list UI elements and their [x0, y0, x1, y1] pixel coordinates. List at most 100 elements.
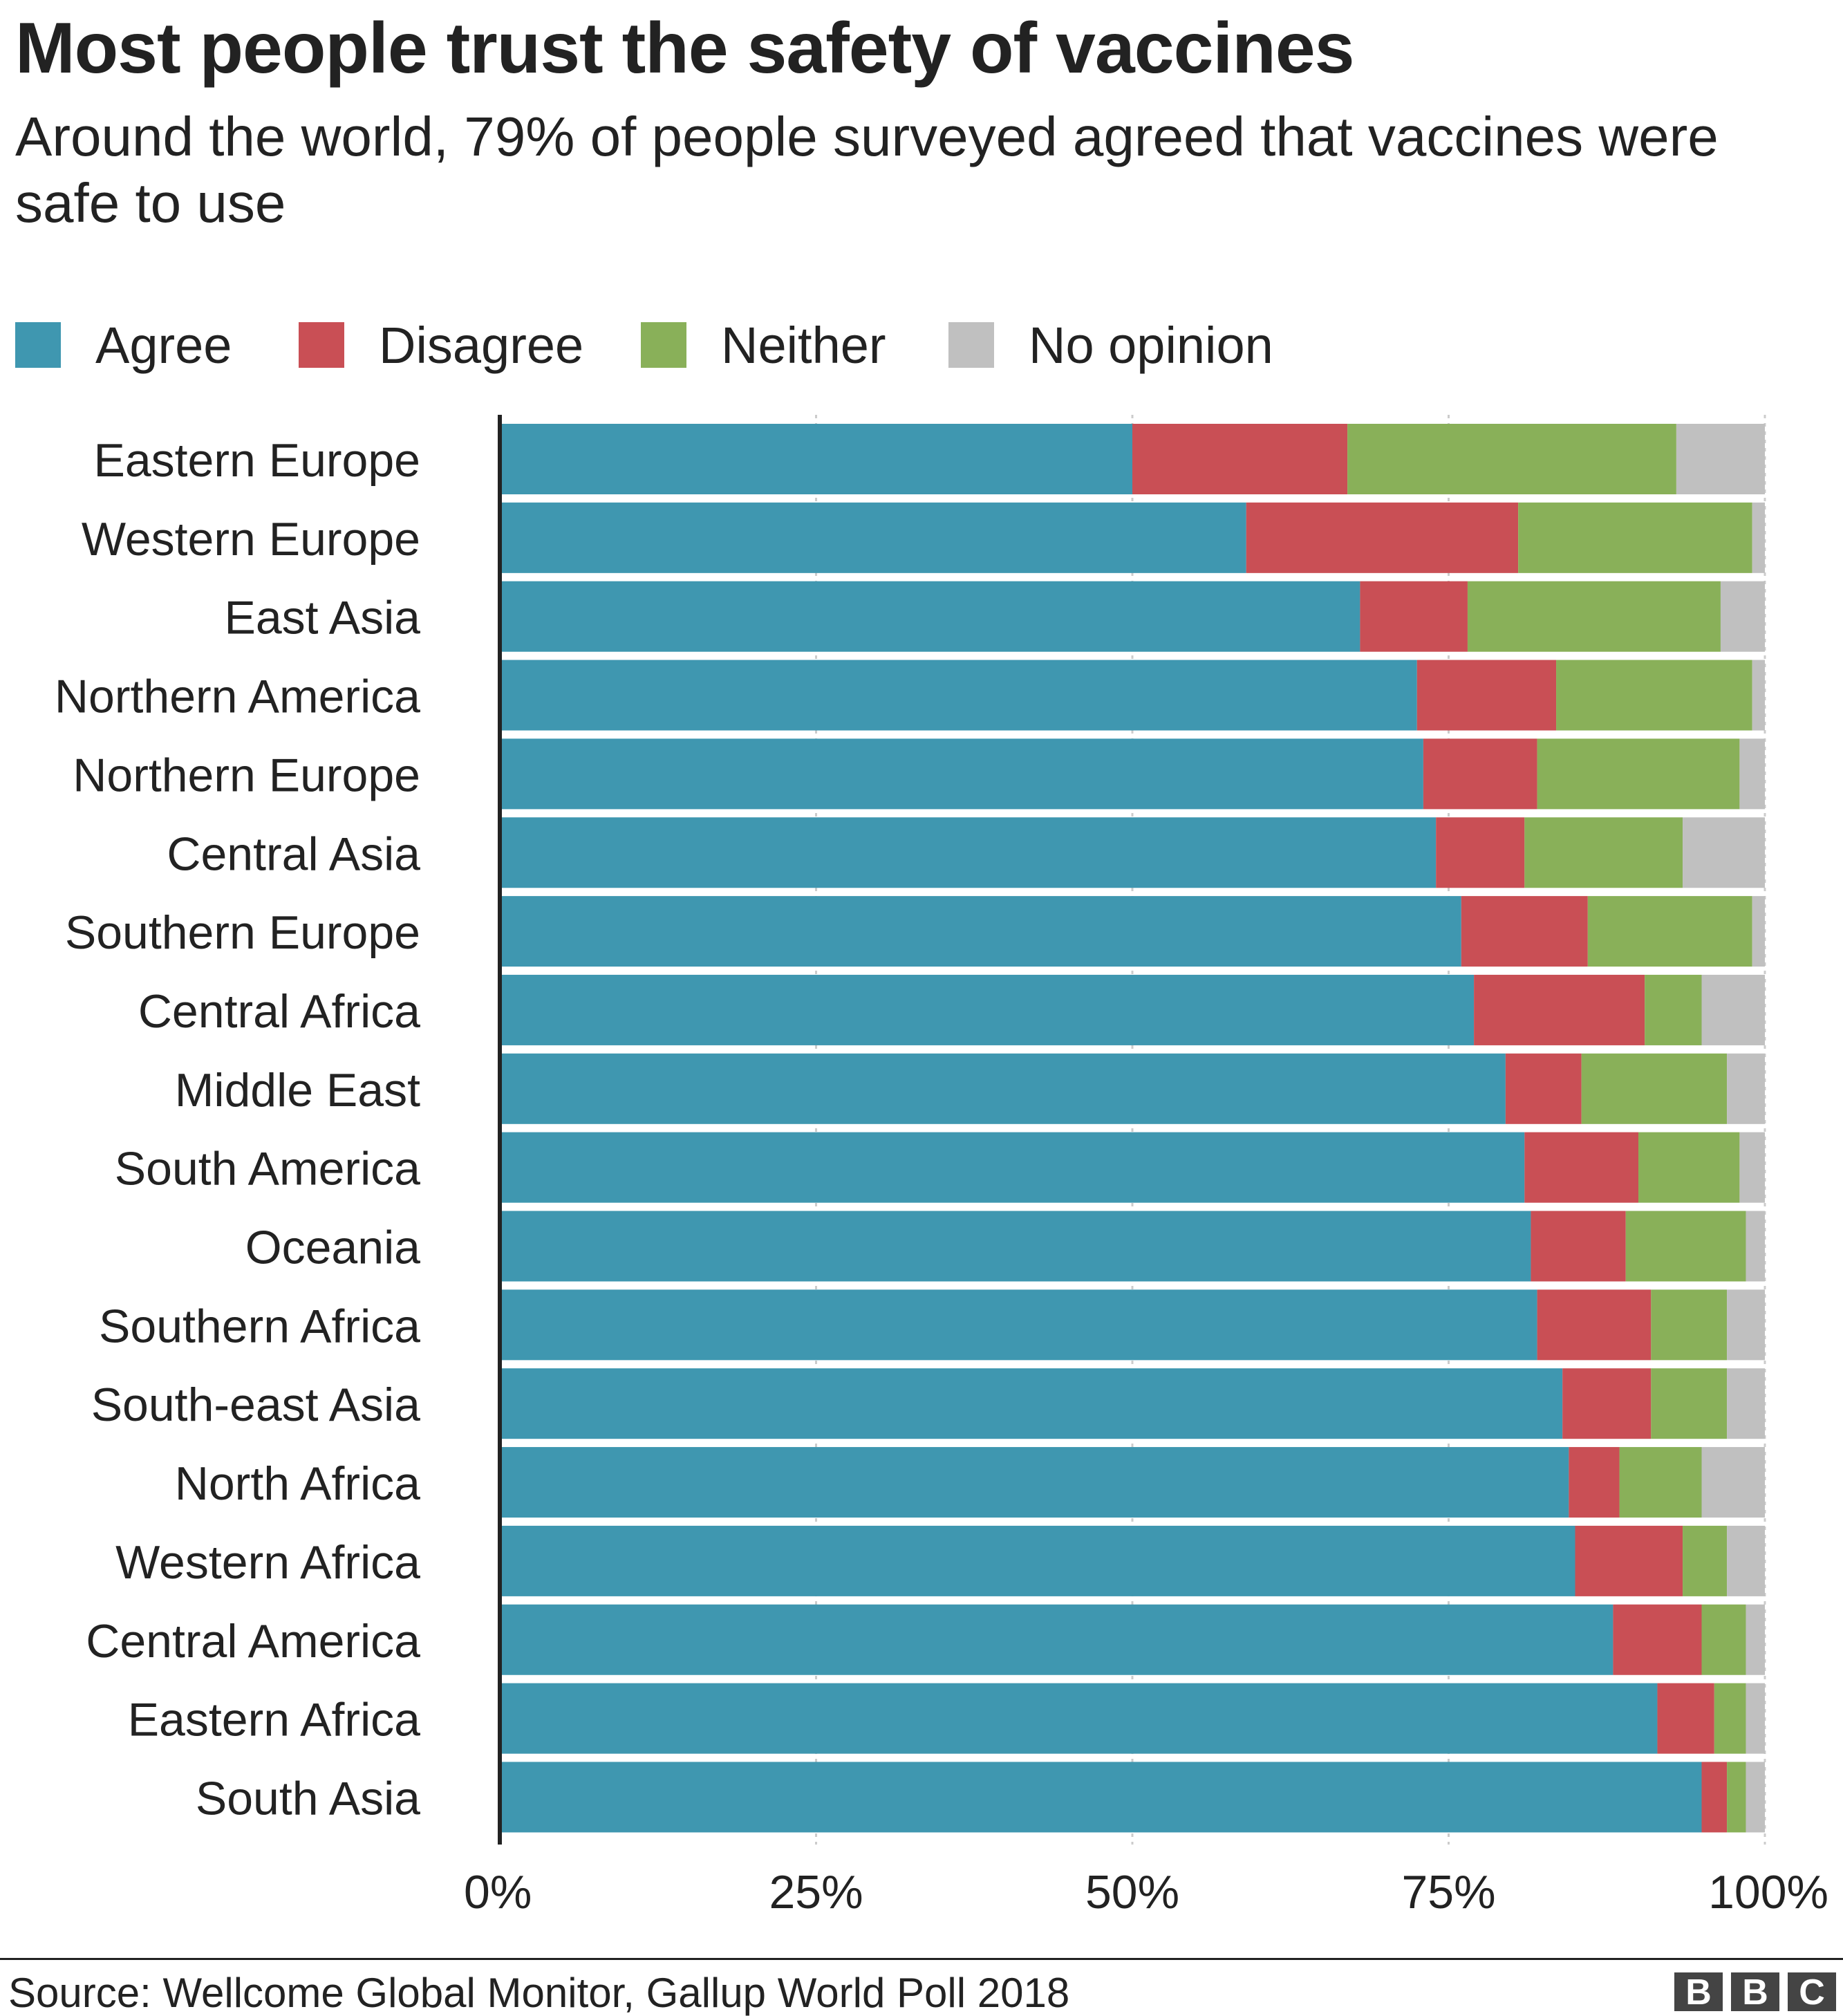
legend-label-no-opinion: No opinion: [1029, 317, 1273, 374]
source-note: Source: Wellcome Global Monitor, Gallup …: [8, 1970, 1070, 2016]
bar-oceania-no-opinion: [1746, 1211, 1765, 1282]
bar-western-africa-no-opinion: [1727, 1525, 1765, 1596]
bbc-logo-letter-2: B: [1731, 1972, 1779, 2013]
legend-label-agree: Agree: [95, 317, 232, 374]
bar-south-america-neither: [1638, 1132, 1740, 1203]
category-label: Southern Europe: [65, 906, 420, 959]
category-label: South-east Asia: [91, 1379, 420, 1431]
category-label: North Africa: [175, 1457, 420, 1510]
bar-southern-africa-disagree: [1537, 1289, 1652, 1361]
bbc-logo-letter-3: C: [1788, 1972, 1836, 2013]
bar-central-america-disagree: [1613, 1604, 1702, 1675]
category-label: Southern Africa: [99, 1300, 420, 1352]
bar-south-east-asia-disagree: [1562, 1368, 1652, 1439]
bar-central-africa-no-opinion: [1701, 974, 1765, 1045]
x-tick-label: 100%: [1708, 1866, 1828, 1919]
bar-central-africa-disagree: [1474, 974, 1645, 1045]
category-label: Central Africa: [138, 985, 420, 1038]
bar-northern-europe-no-opinion: [1739, 738, 1765, 810]
bar-northern-america-no-opinion: [1752, 660, 1765, 731]
category-label: East Asia: [225, 592, 421, 644]
category-label: Eastern Europe: [93, 434, 420, 487]
bar-oceania-disagree: [1531, 1211, 1626, 1282]
bar-northern-america-disagree: [1416, 660, 1557, 731]
bar-north-africa-disagree: [1569, 1447, 1620, 1518]
bar-western-africa-disagree: [1575, 1525, 1683, 1596]
category-label: Northern America: [55, 671, 420, 723]
bar-southern-africa-neither: [1651, 1289, 1728, 1361]
legend-swatch-disagree: [299, 322, 344, 368]
bar-southern-africa-no-opinion: [1727, 1289, 1765, 1361]
bar-central-asia-neither: [1524, 817, 1683, 888]
x-tick-label: 25%: [769, 1866, 863, 1919]
bar-oceania-agree: [500, 1211, 1531, 1282]
bar-north-africa-agree: [500, 1447, 1569, 1518]
bar-western-europe-neither: [1518, 502, 1752, 573]
category-label: Middle East: [175, 1064, 420, 1117]
x-tick-label: 0%: [464, 1866, 532, 1919]
category-label: Eastern Africa: [128, 1694, 420, 1746]
bar-eastern-europe-agree: [500, 424, 1132, 494]
bar-middle-east-agree: [500, 1053, 1506, 1124]
bar-south-asia-agree: [500, 1762, 1702, 1833]
bar-southern-europe-no-opinion: [1752, 896, 1765, 967]
bar-south-asia-no-opinion: [1746, 1762, 1765, 1833]
x-tick-label: 75%: [1401, 1866, 1495, 1919]
category-label: Oceania: [245, 1222, 420, 1274]
bar-northern-europe-disagree: [1423, 738, 1537, 810]
bar-northern-europe-neither: [1537, 738, 1740, 810]
category-label: South America: [115, 1143, 420, 1195]
bar-middle-east-disagree: [1505, 1053, 1582, 1124]
bar-western-europe-no-opinion: [1752, 502, 1765, 573]
bar-east-asia-no-opinion: [1720, 581, 1765, 652]
bar-south-east-asia-neither: [1651, 1368, 1728, 1439]
bar-central-africa-neither: [1645, 974, 1702, 1045]
bar-south-east-asia-agree: [500, 1368, 1563, 1439]
bar-east-asia-disagree: [1360, 581, 1468, 652]
bar-eastern-europe-no-opinion: [1676, 424, 1765, 494]
bar-eastern-europe-disagree: [1132, 424, 1348, 494]
legend-label-disagree: Disagree: [379, 317, 584, 374]
bar-eastern-africa-no-opinion: [1746, 1683, 1765, 1754]
chart-subtitle: Around the world, 79% of people surveyed…: [15, 106, 1719, 234]
category-label: South Asia: [196, 1772, 420, 1824]
bar-south-east-asia-no-opinion: [1727, 1368, 1765, 1439]
bar-east-asia-neither: [1467, 581, 1721, 652]
bar-oceania-neither: [1625, 1211, 1746, 1282]
bar-northern-america-neither: [1556, 660, 1752, 731]
bar-south-america-agree: [500, 1132, 1525, 1203]
bar-northern-europe-agree: [500, 738, 1423, 810]
bar-eastern-africa-neither: [1714, 1683, 1746, 1754]
chart-title: Most people trust the safety of vaccines: [15, 8, 1355, 88]
bar-eastern-africa-agree: [500, 1683, 1658, 1754]
bar-south-asia-neither: [1727, 1762, 1746, 1833]
bar-central-america-neither: [1701, 1604, 1746, 1675]
legend-swatch-neither: [641, 322, 686, 368]
bar-western-africa-agree: [500, 1525, 1575, 1596]
bar-north-africa-neither: [1619, 1447, 1702, 1518]
bbc-logo-letter-1: B: [1674, 1972, 1723, 2013]
bar-central-asia-disagree: [1436, 817, 1525, 888]
category-label: Central America: [86, 1615, 420, 1668]
legend-swatch-agree: [15, 322, 61, 368]
category-label: Western Africa: [115, 1536, 420, 1589]
legend-label-neither: Neither: [721, 317, 886, 374]
bar-central-america-no-opinion: [1746, 1604, 1765, 1675]
bar-south-asia-disagree: [1701, 1762, 1728, 1833]
bar-middle-east-no-opinion: [1727, 1053, 1765, 1124]
stacked-bar-chart: Eastern Europe Western Europe East Asia Nor…: [55, 415, 1828, 1919]
category-label: Northern Europe: [73, 749, 420, 801]
bar-south-america-disagree: [1524, 1132, 1638, 1203]
legend-swatch-no-opinion: [948, 322, 994, 368]
bar-east-asia-agree: [500, 581, 1360, 652]
bar-south-america-no-opinion: [1739, 1132, 1765, 1203]
footer-divider: [0, 1958, 1843, 1960]
bar-northern-america-agree: [500, 660, 1417, 731]
bar-western-europe-disagree: [1246, 502, 1519, 573]
bar-eastern-africa-disagree: [1657, 1683, 1714, 1754]
bar-central-asia-agree: [500, 817, 1437, 888]
bar-middle-east-neither: [1581, 1053, 1728, 1124]
bar-central-america-agree: [500, 1604, 1613, 1675]
bar-central-africa-agree: [500, 974, 1475, 1045]
bar-eastern-europe-neither: [1347, 424, 1676, 494]
